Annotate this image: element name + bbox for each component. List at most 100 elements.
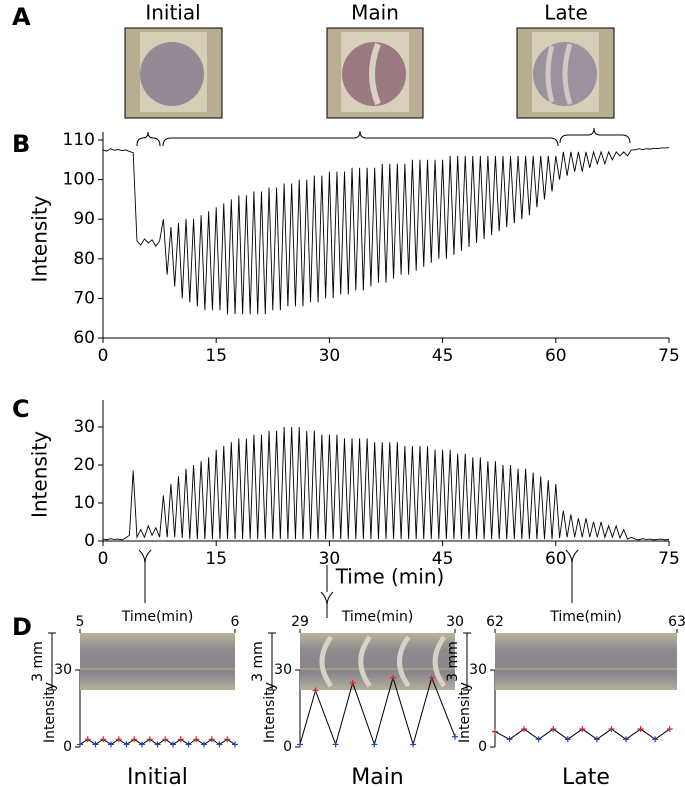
time-marker: [138, 549, 579, 618]
panel-label: C: [12, 395, 30, 423]
extremum-marker: [224, 736, 231, 743]
x-tick-label: 30: [446, 614, 464, 630]
extremum-marker: [349, 679, 356, 686]
x-tick-label: 30: [319, 346, 341, 366]
caption: Main: [351, 765, 404, 787]
kymograph-wave: [358, 635, 372, 688]
kymograph-wave: [319, 635, 334, 688]
extremum-marker: [77, 741, 83, 748]
x-tick-label: 75: [658, 549, 680, 569]
extremum-marker: [593, 736, 600, 743]
kymograph-wave: [397, 635, 411, 688]
caption: Initial: [127, 765, 188, 787]
x-axis-label: Time(min): [121, 609, 194, 625]
scale-bar-label: 3 mm: [250, 641, 266, 682]
y-tick-label: 70: [73, 288, 95, 308]
x-tick-label: 0: [98, 346, 109, 366]
data-line: [102, 147, 670, 315]
extremum-marker: [637, 726, 644, 733]
scale-bar: [463, 632, 471, 691]
x-tick-label: 75: [658, 346, 680, 366]
extremum-marker: [666, 726, 673, 733]
y-axis-label: Intensity: [262, 682, 278, 743]
y-axis-label: Intensity: [42, 682, 58, 743]
extremum-marker: [579, 726, 586, 733]
extremum-marker: [185, 741, 192, 748]
photo-label: Late: [544, 1, 588, 25]
extremum-marker: [92, 741, 99, 748]
x-tick-label: 29: [291, 614, 309, 630]
y-tick-label: 0: [84, 531, 95, 551]
x-tick-label: 45: [432, 346, 454, 366]
y-tick-label: 20: [73, 455, 95, 475]
y-tick-label: 10: [73, 493, 95, 513]
extremum-marker: [312, 687, 319, 694]
extremum-marker: [84, 736, 91, 743]
extremum-marker: [216, 741, 223, 748]
scale-bar-label: 3 mm: [445, 641, 461, 682]
extremum-marker: [170, 741, 176, 748]
x-tick-label: 30: [319, 549, 341, 569]
extremum-marker: [521, 726, 528, 733]
x-tick-label: 5: [76, 614, 85, 630]
extremum-marker: [108, 741, 114, 748]
y-tick-label: 60: [73, 328, 95, 348]
extremum-marker: [371, 741, 378, 748]
extremum-marker: [332, 741, 339, 748]
y-tick-label: 90: [73, 209, 95, 229]
data-line: [102, 426, 670, 541]
x-axis-label: Time(min): [341, 609, 414, 625]
extremum-marker: [177, 736, 184, 743]
panel-label: D: [12, 613, 32, 641]
extremum-marker: [608, 726, 615, 733]
extremum-marker: [564, 736, 571, 743]
y-tick-label: 0: [63, 739, 72, 755]
extremum-marker: [550, 726, 557, 733]
x-axis-label: Time(min): [549, 609, 622, 625]
y-tick-label: 0: [283, 739, 292, 755]
scale-bar: [48, 632, 56, 691]
extremum-marker: [535, 736, 542, 743]
panel-label: A: [12, 3, 31, 31]
extremum-marker: [115, 736, 122, 743]
extremum-marker: [154, 741, 161, 748]
y-axis-label: Intensity: [28, 195, 52, 282]
extremum-marker: [506, 736, 513, 743]
x-tick-label: 15: [205, 549, 227, 569]
x-tick-label: 0: [98, 549, 109, 569]
x-tick-label: 60: [545, 549, 567, 569]
extremum-marker: [410, 741, 417, 748]
extremum-marker: [193, 736, 200, 743]
photo-label: Initial: [145, 1, 200, 25]
extremum-marker: [492, 728, 498, 735]
extremum-marker: [428, 674, 435, 681]
extremum-marker: [139, 741, 145, 748]
y-tick-label: 100: [63, 170, 95, 190]
extremum-marker: [452, 733, 458, 740]
y-tick-label: 30: [274, 662, 292, 678]
scale-bar-label: 3 mm: [30, 641, 46, 682]
extremum-marker: [623, 736, 630, 743]
photo-label: Main: [351, 1, 399, 25]
kymograph: [495, 633, 677, 690]
extremum-marker: [131, 736, 138, 743]
extremum-marker: [100, 736, 107, 743]
x-tick-label: 62: [486, 614, 504, 630]
extremum-marker: [232, 741, 238, 748]
y-axis-label: Intensity: [28, 431, 52, 518]
panel-label: B: [12, 130, 30, 158]
photo: [516, 27, 615, 119]
y-tick-label: 30: [73, 417, 95, 437]
extremum-marker: [146, 736, 153, 743]
kymograph: [80, 633, 235, 690]
extremum-marker: [162, 736, 169, 743]
scale-bar: [268, 632, 276, 691]
caption: Late: [562, 765, 610, 787]
y-tick-label: 30: [469, 662, 487, 678]
x-tick-label: 60: [545, 346, 567, 366]
x-tick-label: 63: [668, 614, 685, 630]
extremum-marker: [123, 741, 130, 748]
photo: [326, 27, 424, 119]
x-tick-label: 15: [205, 346, 227, 366]
